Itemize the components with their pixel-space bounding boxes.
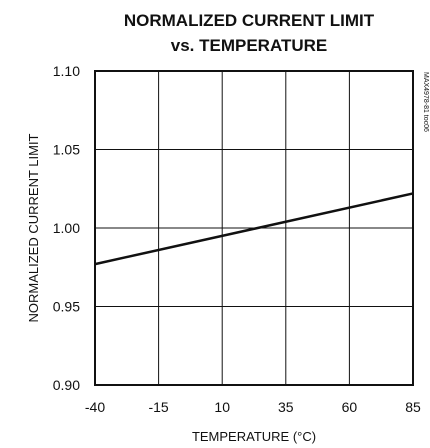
x-tick-label: -15 xyxy=(148,399,168,415)
x-tick-label: 10 xyxy=(214,399,230,415)
x-tick-label: -40 xyxy=(85,399,105,415)
series-line xyxy=(94,192,414,266)
x-axis-label: TEMPERATURE (°C) xyxy=(192,429,316,444)
y-tick-label: 1.10 xyxy=(53,63,80,79)
y-axis-label: NORMALIZED CURRENT LIMIT xyxy=(26,133,41,322)
x-tick-label: 35 xyxy=(278,399,294,415)
series-layer xyxy=(94,192,414,266)
y-tick-label: 0.95 xyxy=(53,299,80,315)
y-tick-labels: 0.90 0.95 1.00 1.05 1.10 xyxy=(53,63,80,393)
chart-title-line1: NORMALIZED CURRENT LIMIT xyxy=(124,11,375,30)
x-tick-labels: -40 -15 10 35 60 85 xyxy=(85,399,421,415)
plot-frame xyxy=(94,70,414,386)
y-tick-label: 0.90 xyxy=(53,377,80,393)
figure-code: MAX4978-81 toc06 xyxy=(422,72,429,132)
x-tick-label: 60 xyxy=(342,399,358,415)
x-tick-label: 85 xyxy=(405,399,421,415)
y-tick-label: 1.00 xyxy=(53,220,80,236)
chart-title-line2: vs. TEMPERATURE xyxy=(171,36,328,55)
y-tick-label: 1.05 xyxy=(53,142,80,158)
